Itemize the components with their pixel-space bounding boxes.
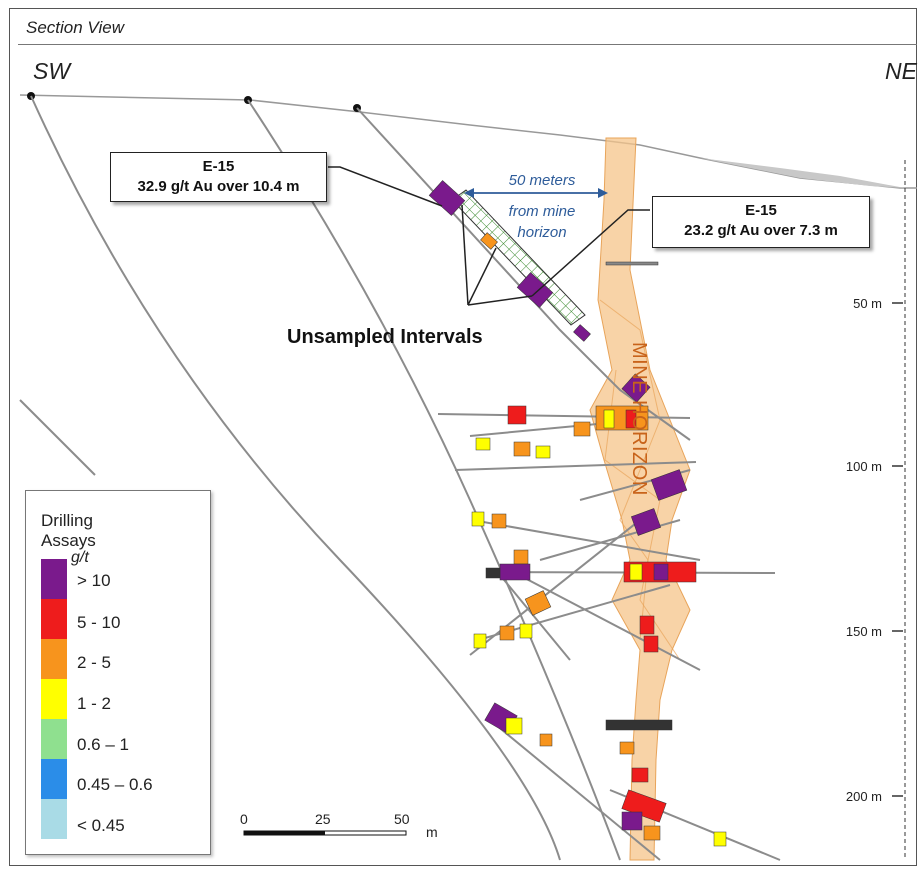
legend-swatch-0-6-1 [41,719,67,759]
callout-hole-id: E-15 [202,158,235,175]
title-divider [18,44,917,45]
legend-label-0-6-1: 0.6 – 1 [77,735,129,754]
legend-label-1-2: 1 - 2 [77,694,112,713]
legend-swatch-5-10 [41,599,67,639]
distance-note: 50 meters from mine horizon [508,172,576,241]
legend-swatch-lt0-45 [41,799,67,839]
direction-sw: SW [33,58,71,84]
legend-label-5-10: 5 - 10 [77,613,121,632]
mine-horizon-label: MINE HORIZON [628,342,650,496]
legend-swatch-gt10 [41,559,67,599]
legend-swatch-0-45-0-6 [41,759,67,799]
direction-ne: NE [885,58,917,84]
section-title: Section View [26,18,124,37]
scale-unit: m [426,824,438,840]
legend-label-lt0-45: < 0.45 [77,816,125,835]
callout-assay: 23.2 g/t Au over 7.3 m [684,222,838,239]
topography-wedge [700,158,905,188]
scale-label-25: 25 [315,811,331,827]
scale-label-0: 0 [240,811,248,827]
legend-title: Drilling Assays [41,511,96,550]
depth-label-100: 100 m [845,459,882,474]
callout-leaders [328,166,650,306]
depth-label-150: 150 m [845,624,882,639]
assay-legend: Drilling Assays g/t > 10 5 - 10 2 - 5 1 … [25,490,211,855]
scale-label-50: 50 [394,811,410,827]
legend-label-2-5: 2 - 5 [77,653,112,672]
depth-label-200: 200 m [845,789,882,804]
legend-label-0-45-0-6: 0.45 – 0.6 [77,775,153,794]
depth-label-50: 50 m [853,296,882,311]
legend-swatch-2-5 [41,639,67,679]
legend-swatch-1-2 [41,679,67,719]
legend-label-gt10: > 10 [77,571,111,590]
unsampled-intervals-label: Unsampled Intervals [287,326,483,348]
legend-unit: g/t [71,549,89,566]
callout-assay: 32.9 g/t Au over 10.4 m [137,178,300,195]
assay-segments [428,180,727,847]
callout-hole-id: E-15 [745,202,777,219]
callout-e15-lower: E-15 23.2 g/t Au over 7.3 m [652,196,870,248]
callout-e15-upper: E-15 32.9 g/t Au over 10.4 m [110,152,327,202]
drillholes [19,95,781,861]
scale-bar [243,830,407,836]
